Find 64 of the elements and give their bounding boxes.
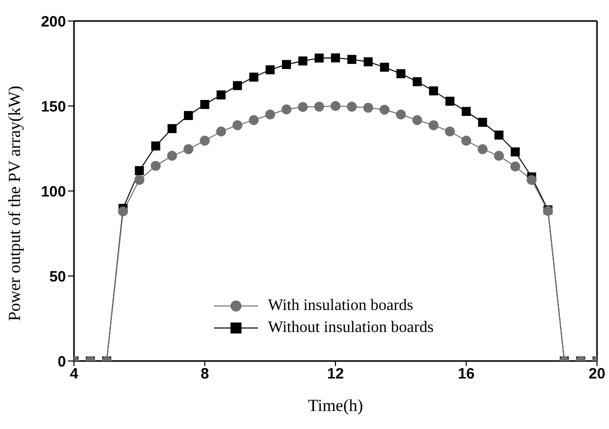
point	[151, 141, 160, 150]
y-tick-label: 100	[40, 183, 66, 200]
point	[462, 106, 471, 116]
x-tick-label: 12	[327, 366, 344, 383]
point	[200, 100, 210, 109]
point	[445, 96, 454, 106]
point	[428, 120, 439, 130]
point	[380, 104, 390, 115]
point	[330, 101, 340, 111]
y-tick-label: 200	[40, 13, 66, 30]
point	[282, 60, 291, 70]
point	[412, 77, 422, 86]
point	[249, 72, 258, 82]
point	[526, 174, 537, 185]
point	[183, 144, 194, 154]
point	[363, 102, 374, 113]
point	[298, 56, 308, 66]
point	[216, 90, 226, 100]
point	[396, 110, 406, 120]
x-tick-label: 4	[70, 366, 79, 383]
point	[494, 150, 504, 161]
point	[134, 166, 144, 176]
point	[134, 174, 144, 185]
y-tick-label: 0	[58, 353, 66, 370]
y-tick-label: 50	[49, 268, 66, 286]
point	[265, 110, 276, 120]
x-tick-label: 20	[588, 366, 606, 383]
x-tick-label: 16	[458, 366, 475, 383]
point	[347, 54, 356, 64]
point	[298, 102, 308, 112]
point	[232, 81, 242, 90]
point	[331, 53, 340, 62]
point	[150, 160, 161, 171]
point	[510, 162, 520, 172]
point	[510, 147, 520, 156]
legend-label: Without insulation boards	[268, 318, 434, 338]
point	[412, 115, 422, 126]
point	[248, 115, 259, 126]
point	[314, 54, 324, 63]
point	[168, 124, 177, 134]
point	[118, 206, 128, 216]
point	[478, 144, 488, 154]
point	[314, 102, 324, 112]
point	[200, 136, 210, 146]
point	[266, 65, 275, 74]
x-tick-label: 8	[200, 366, 209, 383]
x-axis-title: Time(h)	[308, 396, 364, 415]
point	[478, 118, 488, 127]
point	[167, 150, 178, 161]
point	[380, 62, 390, 72]
y-tick-label: 150	[40, 98, 66, 116]
point	[364, 57, 373, 66]
point	[346, 102, 357, 112]
legend-label: With insulation boards	[268, 296, 414, 316]
point	[281, 104, 292, 114]
y-axis-title: Power output of the PV array(kW)	[5, 86, 24, 321]
point	[232, 120, 242, 130]
point	[184, 111, 193, 120]
point	[216, 126, 226, 136]
point	[396, 69, 406, 78]
point	[461, 136, 472, 146]
point	[494, 130, 504, 140]
point	[429, 86, 438, 96]
point	[444, 126, 455, 136]
